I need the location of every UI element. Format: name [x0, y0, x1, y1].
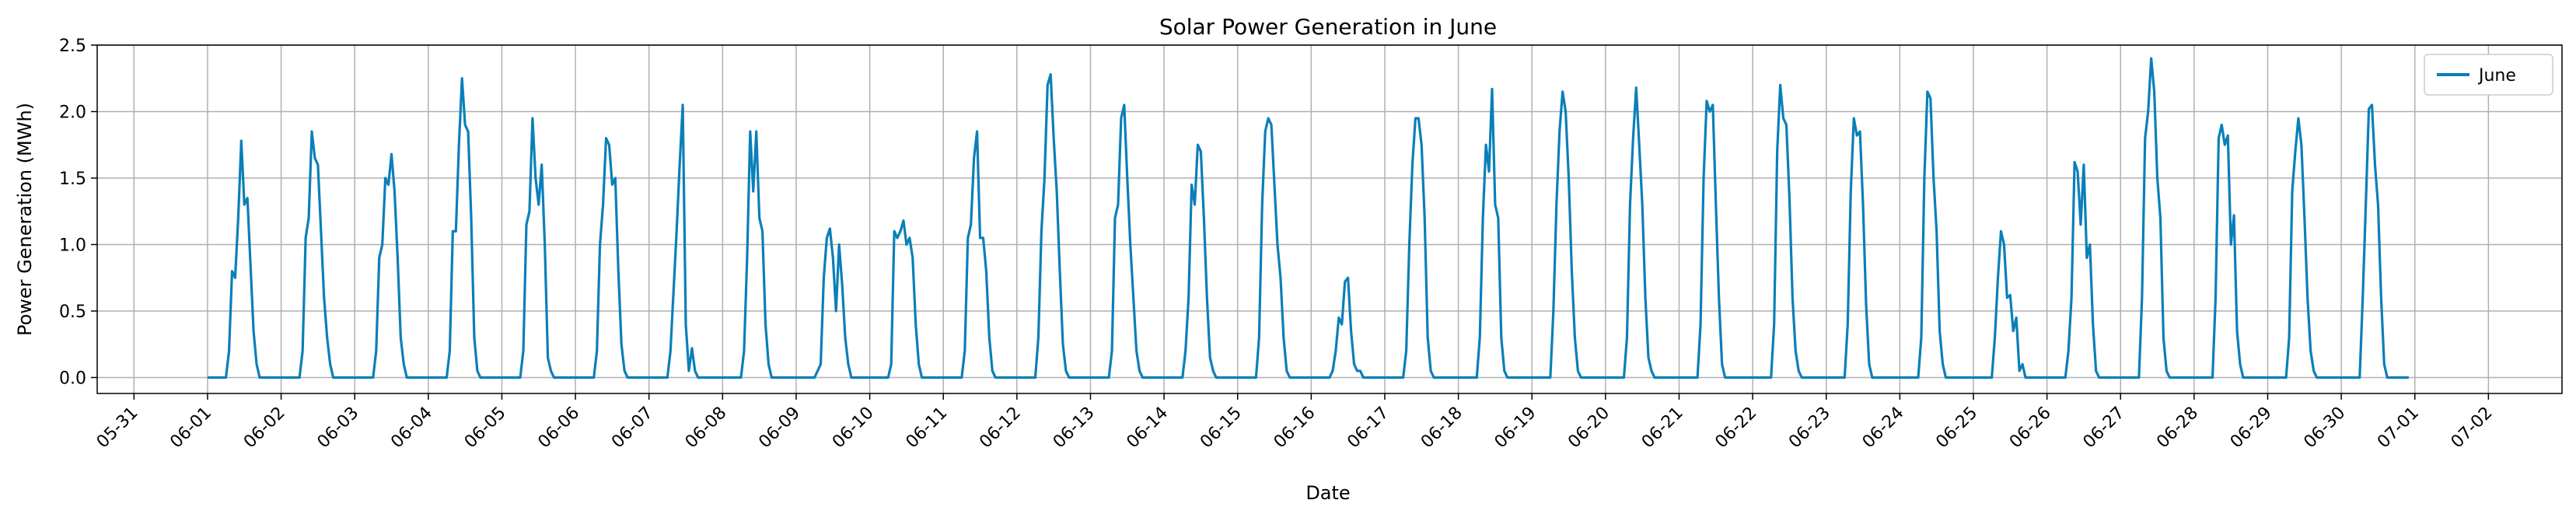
y-tick-label: 0.0: [59, 369, 86, 388]
legend-box: [2424, 54, 2553, 96]
x-axis-label: Date: [1305, 482, 1350, 504]
y-tick-label: 0.5: [59, 302, 86, 322]
series-line-june: [207, 57, 2409, 379]
y-axis: 0.0 0.5 1.0 1.5 2.0 2.5: [59, 37, 97, 388]
plot-frame: [96, 44, 2563, 394]
y-axis-label: Power Generation (MWh): [14, 103, 36, 336]
y-tick-label: 2.0: [59, 103, 86, 122]
legend: June: [2424, 54, 2553, 96]
y-tick-label: 2.5: [59, 37, 86, 56]
y-tick-label: 1.0: [59, 236, 86, 255]
y-tick-label: 1.5: [59, 170, 86, 189]
series-layer: [207, 57, 2409, 379]
chart-title: Solar Power Generation in June: [1159, 14, 1497, 40]
legend-label-june: June: [2477, 66, 2516, 86]
